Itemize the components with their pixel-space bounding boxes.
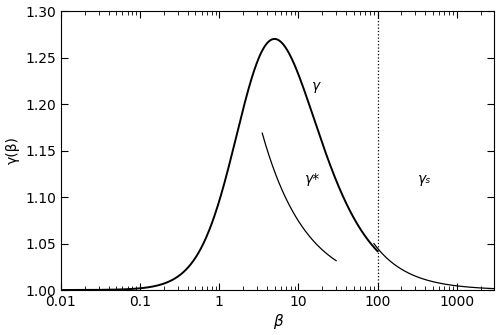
Text: γ: γ bbox=[312, 79, 320, 93]
Y-axis label: γ(β): γ(β) bbox=[6, 137, 20, 164]
X-axis label: β: β bbox=[273, 315, 282, 329]
Text: γₛ: γₛ bbox=[418, 172, 431, 186]
Text: γ*: γ* bbox=[304, 172, 320, 186]
